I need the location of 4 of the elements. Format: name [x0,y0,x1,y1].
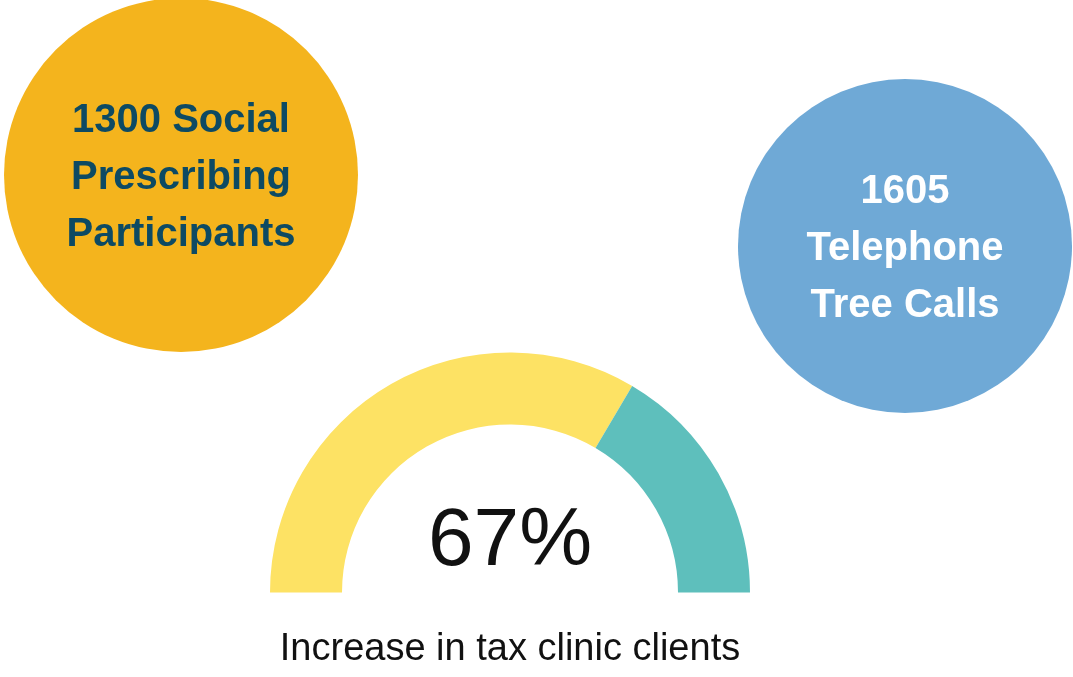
text: 67% [426,490,594,584]
text: 1300 Social Prescribing Participants [65,94,297,256]
text: 1605 Telephone Tree Calls [805,165,1005,327]
text: Increase in tax clinic clients [278,626,742,669]
